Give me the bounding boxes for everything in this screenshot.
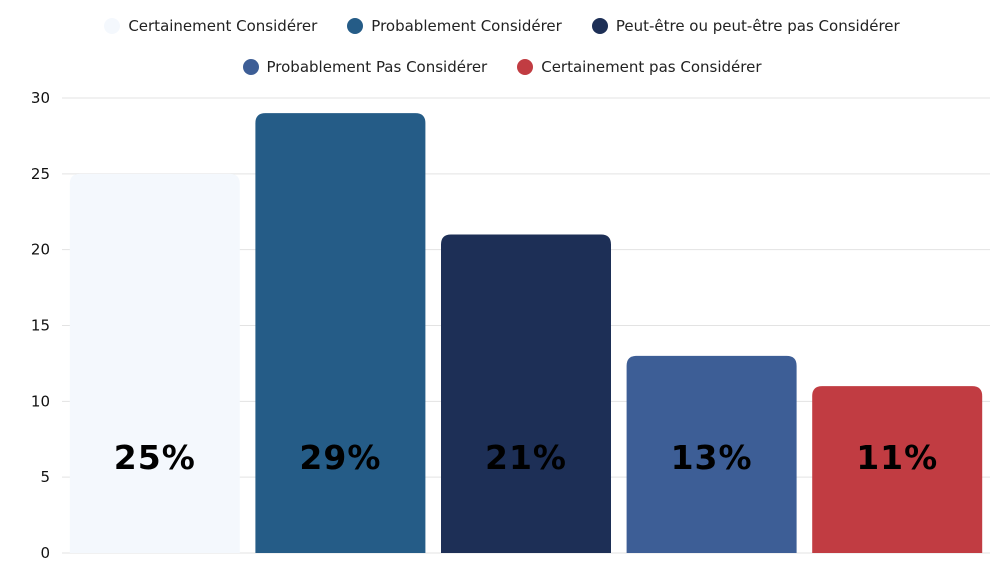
legend-swatch-4 <box>517 59 534 75</box>
legend-item-4[interactable]: Certainement pas Considérer <box>517 58 761 76</box>
legend-item-3[interactable]: Probablement Pas Considérer <box>242 58 488 76</box>
data-label-0: 25% <box>114 438 196 477</box>
y-tick-label-0: 0 <box>40 544 50 562</box>
legend-swatch-0 <box>104 18 121 34</box>
data-label-4: 11% <box>856 438 938 477</box>
legend-swatch-1 <box>347 18 364 34</box>
legend-item-2[interactable]: Peut-être ou peut-être pas Considérer <box>591 17 900 35</box>
legend-label-0: Certainement Considérer <box>128 17 318 35</box>
legend-item-0[interactable]: Certainement Considérer <box>104 17 317 35</box>
y-tick-label-2: 10 <box>31 392 50 410</box>
legend-label-2: Peut-être ou peut-être pas Considérer <box>615 17 900 35</box>
bars <box>69 113 983 554</box>
y-tick-label-4: 20 <box>31 241 50 259</box>
y-tick-label-1: 5 <box>40 468 50 486</box>
data-labels: 25% 29% 21% 13% 11% <box>114 438 938 477</box>
bar-1[interactable] <box>255 113 426 554</box>
data-label-1: 29% <box>299 438 381 477</box>
legend-item-1[interactable]: Probablement Considérer <box>347 17 562 35</box>
bar-2[interactable] <box>441 234 611 554</box>
bar-4[interactable] <box>812 386 983 553</box>
legend-swatch-3 <box>242 59 259 75</box>
data-label-3: 13% <box>671 438 753 477</box>
legend-swatch-2 <box>591 18 608 34</box>
y-tick-label-3: 15 <box>31 317 50 335</box>
legend-label-4: Certainement pas Considérer <box>541 58 762 76</box>
legend-row-1: Certainement Considérer Probablement Con… <box>0 17 1004 35</box>
y-axis: 0 5 10 15 20 25 30 <box>31 89 50 562</box>
data-label-2: 21% <box>485 438 567 477</box>
bar-3[interactable] <box>626 355 797 553</box>
y-tick-label-6: 30 <box>31 89 50 107</box>
legend-label-3: Probablement Pas Considérer <box>266 58 488 76</box>
legend-row-2: Probablement Pas Considérer Certainement… <box>0 58 1004 76</box>
legend-label-1: Probablement Considérer <box>371 17 562 35</box>
y-tick-label-5: 25 <box>31 165 50 183</box>
bar-0[interactable] <box>69 173 240 554</box>
